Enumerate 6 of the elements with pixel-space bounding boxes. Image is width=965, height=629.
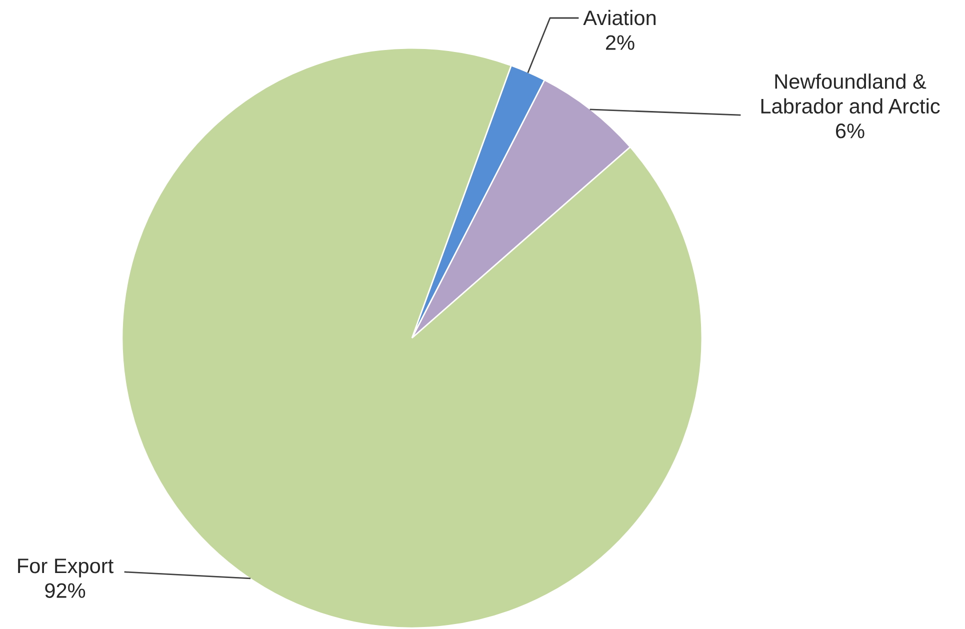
data-label: 92% (45, 583, 86, 598)
slice-label: For Export (18, 558, 114, 578)
data-label: 6% (836, 124, 864, 138)
slice-label: Newfoundland & Labrador and Arctic (761, 74, 940, 114)
data-label: 2% (606, 35, 634, 50)
slice-label: Aviation (583, 10, 656, 26)
